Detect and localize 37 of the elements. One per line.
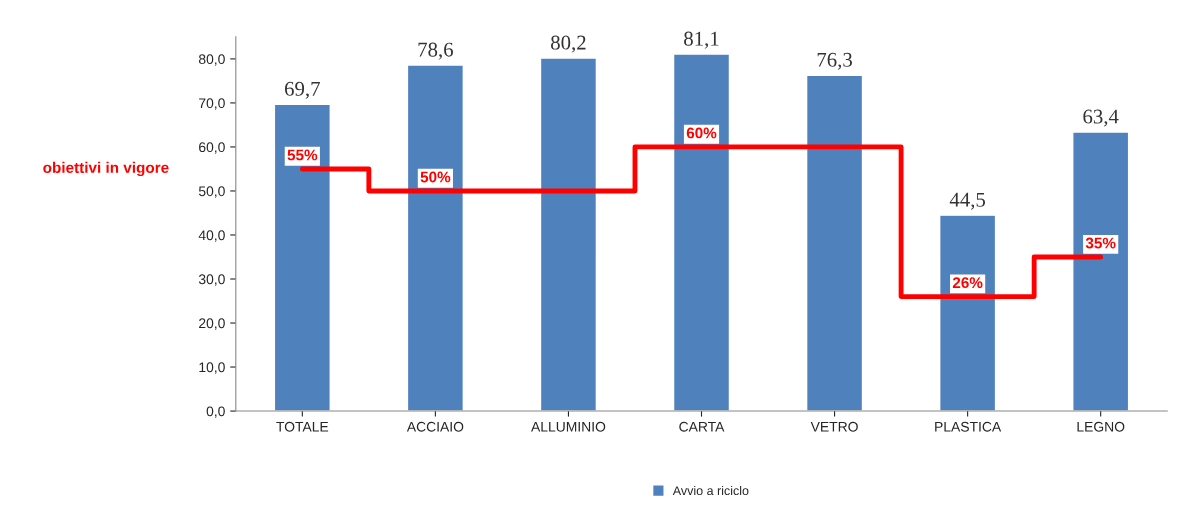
data-label: 60%: [686, 127, 717, 139]
data-label: 55%: [287, 149, 318, 161]
y-tick-label: 50,0: [198, 186, 225, 198]
data-label: 35%: [1085, 237, 1116, 249]
y-tick-label: 40,0: [198, 230, 225, 242]
y-tick-label: 30,0: [198, 274, 225, 286]
bar: [273, 103, 331, 412]
bar: [672, 53, 731, 412]
data-label: 80,2: [551, 35, 586, 53]
bar: [406, 64, 465, 412]
x-tick-label: TOTALE: [276, 421, 329, 432]
y-tick-label: 80,0: [198, 54, 225, 66]
data-label: 81,1: [684, 31, 719, 49]
x-tick-label: PLASTICA: [935, 421, 1002, 432]
data-label: 50%: [420, 171, 451, 183]
bar: [805, 74, 864, 412]
data-label: 69,7: [285, 81, 320, 99]
x-tick-label: ALLUMINIO: [531, 421, 606, 432]
legend-label: Avvio a riciclo: [672, 485, 749, 496]
x-tick-label: LEGNO: [1077, 421, 1125, 432]
y-tick-label: 70,0: [199, 98, 225, 110]
bar: [539, 57, 598, 412]
x-tick-label: ACCIAIO: [406, 421, 464, 432]
data-label: 26%: [952, 277, 983, 289]
bar: [938, 214, 997, 412]
data-label: 44,5: [949, 192, 986, 210]
x-tick-label: VETRO: [810, 421, 858, 432]
y-tick-label: 10,0: [199, 362, 225, 374]
bar: [1072, 131, 1130, 412]
data-label: 76,3: [817, 52, 852, 70]
x-tick-label: CARTA: [679, 421, 725, 432]
y-tick-label: 60,0: [199, 142, 225, 154]
y-tick-label: 20,0: [199, 318, 225, 330]
text: obiettivi in vigore: [43, 161, 169, 177]
data-label: 63,4: [1083, 109, 1119, 127]
data-label: 78,6: [418, 42, 453, 60]
y-tick-label: 0,0: [206, 406, 225, 418]
